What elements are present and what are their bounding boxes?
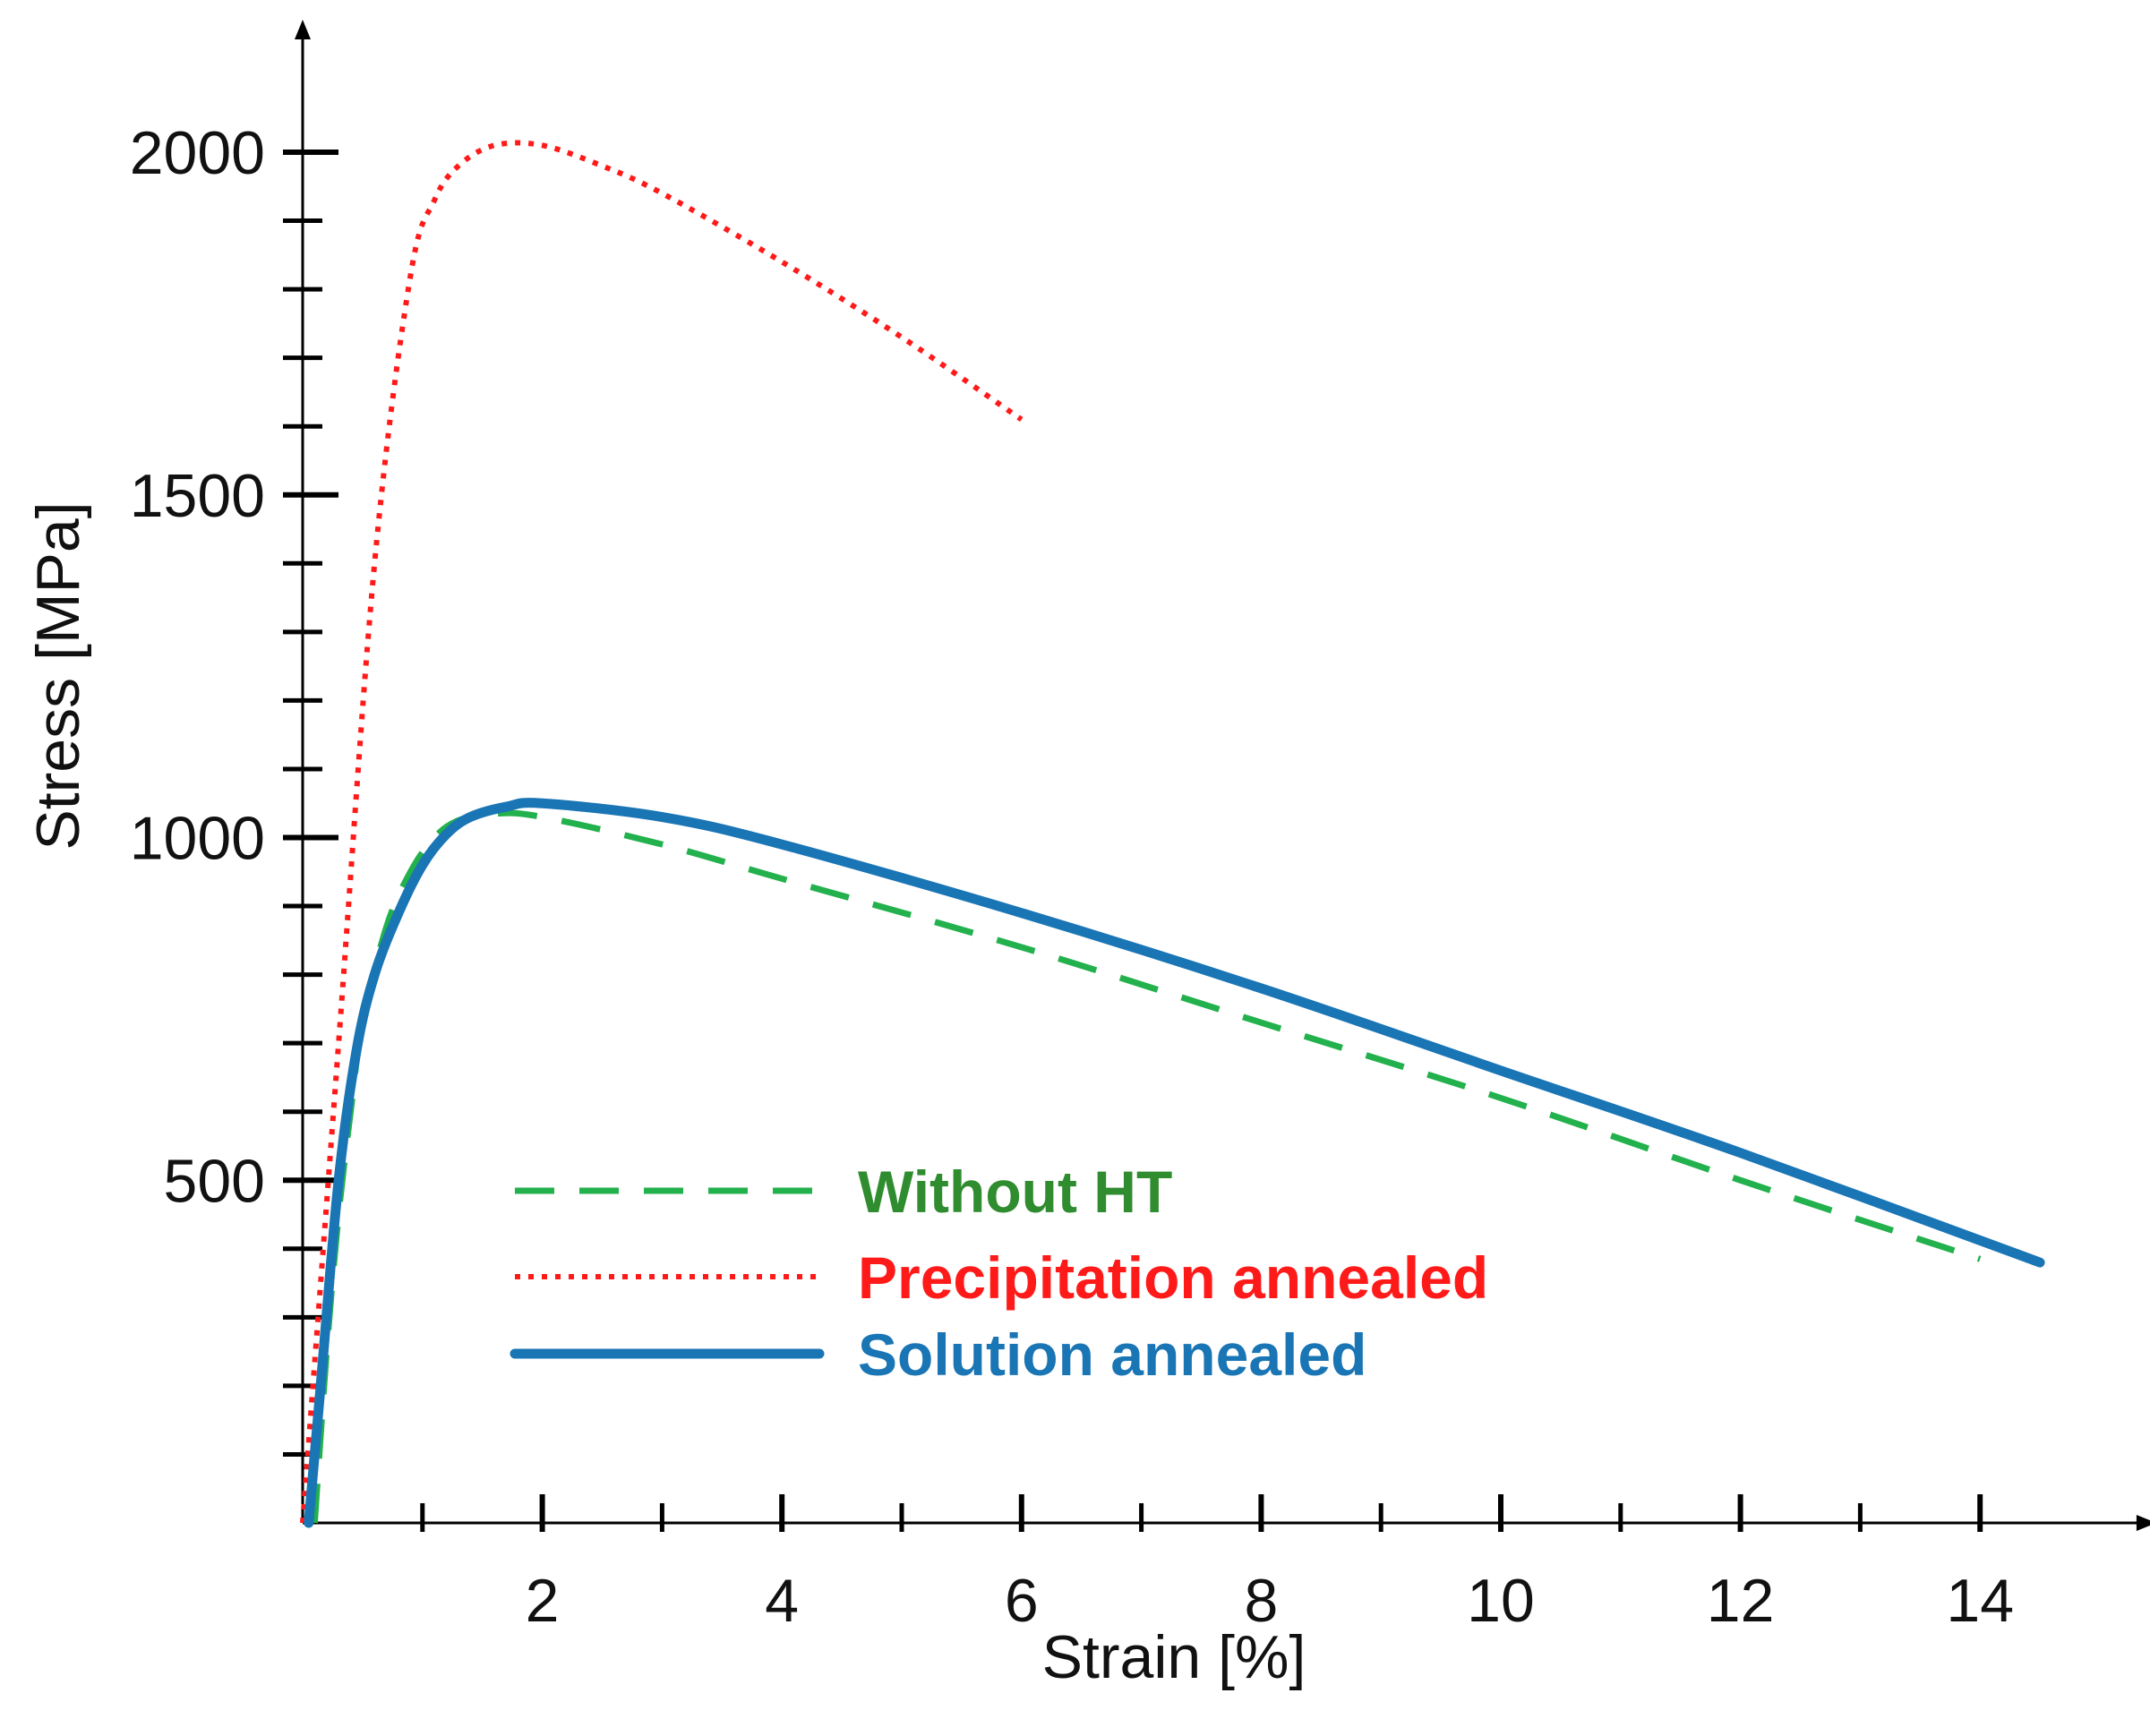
x-tick-label: 10: [1467, 1567, 1535, 1635]
x-axis-arrow: [2136, 1515, 2150, 1531]
x-tick-label: 8: [1244, 1567, 1278, 1635]
series-lines: [300, 140, 2045, 1528]
legend-label: Precipitation annealed: [858, 1244, 1488, 1311]
y-axis-arrow: [295, 20, 311, 39]
legend-label: Solution annealed: [858, 1321, 1366, 1388]
y-tick-label: 2000: [130, 119, 265, 187]
x-tick-label: 14: [1946, 1567, 2014, 1635]
ticks: 2 4 6 8 10 12 14 500 1000 1500 2000: [130, 119, 2014, 1635]
series-line-precipitation-annealed: [300, 140, 1024, 1524]
axes: [295, 20, 2150, 1531]
legend-label: Without HT: [858, 1159, 1172, 1225]
y-tick-label: 1000: [130, 805, 265, 873]
x-tick-label: 12: [1707, 1567, 1775, 1635]
y-axis-title: Stress [MPa]: [24, 501, 92, 850]
x-tick-label: 2: [526, 1567, 560, 1635]
series-line-solution-annealed: [304, 798, 2045, 1528]
x-axis-title: Strain [%]: [1042, 1623, 1306, 1691]
x-tick-label: 4: [765, 1567, 799, 1635]
y-tick-label: 1500: [130, 462, 265, 530]
x-tick-label: 6: [1005, 1567, 1039, 1635]
legend: Without HT Precipitation annealed Solution…: [510, 1159, 1488, 1388]
y-tick-label: 500: [164, 1147, 265, 1215]
